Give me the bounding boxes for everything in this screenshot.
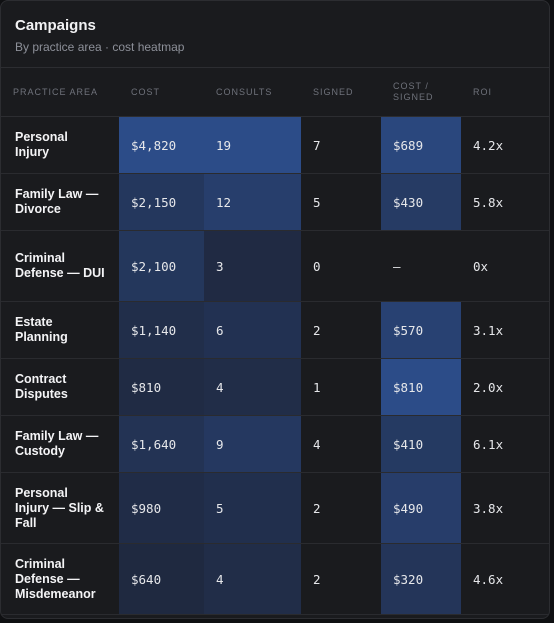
cell: $570 [381,301,461,359]
cell: $430 [381,173,461,231]
cell: $810 [381,358,461,416]
table-row: Personal Injury $4,820 19 7 $689 4.2x [1,116,549,174]
cell: 4 [301,415,381,473]
table-row: Criminal Defense — Misdemeanor $640 4 2 $320… [1,543,549,615]
cell: $2,100 [119,230,204,302]
cell: $320 [381,543,461,615]
header-row: PRACTICE AREA COST CONSULTS SIGNED COST / SI… [1,67,549,117]
heatmap-table: PRACTICE AREA COST CONSULTS SIGNED COST / SI… [1,67,549,615]
cell: 2.0x [461,358,549,416]
cell: $1,140 [119,301,204,359]
practice-area: Personal Injury [1,116,119,174]
cell: 2 [301,472,381,544]
column-header: COST / SIGNED [381,67,461,117]
cell: 0x [461,230,549,302]
cell: $1,640 [119,415,204,473]
cell: $689 [381,116,461,174]
table-row: Family Law — Divorce $2,150 12 5 $430 5.8x [1,173,549,231]
card-subtitle: By practice area · cost heatmap [15,40,185,54]
cell: 6 [204,301,301,359]
cell: 4 [204,358,301,416]
cell: 19 [204,116,301,174]
table-row: Family Law — Custody $1,640 9 4 $410 6.1x [1,415,549,473]
cell: 3.8x [461,472,549,544]
table-row: Personal Injury — Slip & Fall $980 5 2 $490 3… [1,472,549,544]
cell: 12 [204,173,301,231]
cell: — [381,230,461,302]
cell: 1 [301,358,381,416]
column-header: PRACTICE AREA [1,67,119,117]
cell: 5.8x [461,173,549,231]
column-header: SIGNED [301,67,381,117]
cell: $810 [119,358,204,416]
table-row: Contract Disputes $810 4 1 $810 2.0x [1,358,549,416]
practice-area: Family Law — Custody [1,415,119,473]
cell: 5 [301,173,381,231]
card-title: Campaigns [15,17,96,34]
cell: 4 [204,543,301,615]
cell: 4.2x [461,116,549,174]
cell: 4.6x [461,543,549,615]
cell: $490 [381,472,461,544]
practice-area: Criminal Defense — DUI [1,230,119,302]
practice-area: Estate Planning [1,301,119,359]
practice-area: Criminal Defense — Misdemeanor [1,543,119,615]
cell: $2,150 [119,173,204,231]
table-body: Personal Injury $4,820 19 7 $689 4.2x Family L… [1,116,549,615]
cell: 9 [204,415,301,473]
cell: 3.1x [461,301,549,359]
cell: $410 [381,415,461,473]
column-header: CONSULTS [204,67,301,117]
practice-area: Personal Injury — Slip & Fall [1,472,119,544]
table-row: Criminal Defense — DUI $2,100 3 0—0x [1,230,549,302]
cell: 2 [301,543,381,615]
cell: 5 [204,472,301,544]
practice-area: Contract Disputes [1,358,119,416]
cell: 2 [301,301,381,359]
cell: $4,820 [119,116,204,174]
cell: 0 [301,230,381,302]
practice-area: Family Law — Divorce [1,173,119,231]
column-header: ROI [461,67,549,117]
cell: $980 [119,472,204,544]
table-row: Estate Planning $1,140 6 2 $570 3.1x [1,301,549,359]
cell: $640 [119,543,204,615]
cell: 7 [301,116,381,174]
cell: 3 [204,230,301,302]
cell: 6.1x [461,415,549,473]
column-header: COST [119,67,204,117]
